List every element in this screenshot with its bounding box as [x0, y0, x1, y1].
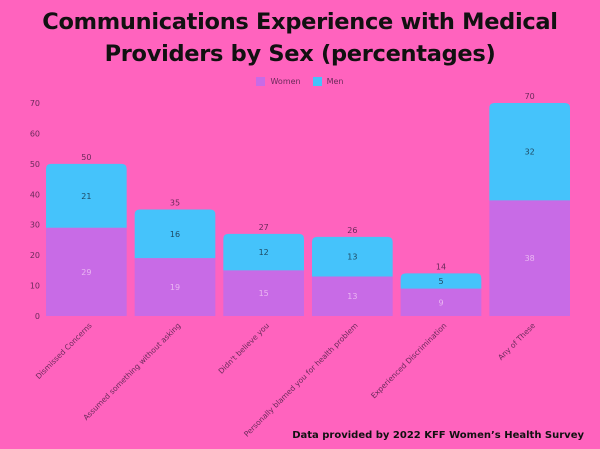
bar-segment-women — [223, 270, 304, 316]
bar-segment-women — [46, 227, 127, 316]
x-category-label: Didn't believe you — [217, 321, 272, 376]
bar-value-label-men: 21 — [81, 192, 91, 201]
chart-title-line-1: Communications Experience with Medical — [42, 9, 558, 35]
bar-segment-women — [400, 288, 482, 316]
y-tick-label: 70 — [30, 99, 40, 108]
bar-total-label: 14 — [436, 262, 446, 271]
chart-title: Communications Experience with Medical P… — [0, 6, 600, 70]
bar-segment-men — [312, 236, 393, 277]
y-tick-label: 20 — [30, 251, 40, 260]
bar-value-label-men: 5 — [438, 277, 443, 286]
bar-total-label: 50 — [81, 153, 91, 162]
legend: Women Men — [0, 77, 600, 86]
bar-value-label-women: 9 — [438, 298, 443, 307]
bar-value-label-women: 19 — [170, 283, 180, 292]
bar-total-label: 26 — [347, 226, 357, 235]
y-tick-label: 50 — [30, 160, 40, 169]
y-tick-label: 40 — [30, 190, 40, 199]
legend-item-women[interactable]: Women — [256, 77, 301, 86]
bar-value-label-women: 15 — [259, 289, 269, 298]
bar-value-label-women: 13 — [347, 292, 357, 301]
x-category-label: Dismissed Concerns — [34, 321, 94, 381]
bar-value-label-men: 16 — [170, 230, 180, 239]
chart-title-line-2: Providers by Sex (percentages) — [104, 41, 496, 67]
bar-segment-women — [134, 258, 216, 316]
bar-value-label-men: 32 — [525, 148, 535, 157]
y-tick-label: 10 — [30, 282, 40, 291]
data-source-footer: Data provided by 2022 KFF Women’s Health… — [292, 430, 584, 441]
bar-value-label-women: 29 — [81, 268, 91, 277]
bar-total-label: 70 — [525, 92, 535, 101]
legend-swatch-women — [256, 77, 266, 86]
y-tick-label: 60 — [30, 129, 40, 138]
y-tick-label: 0 — [35, 312, 40, 321]
legend-label-men: Men — [326, 77, 344, 86]
bar-segment-women — [489, 200, 570, 316]
legend-label-women: Women — [270, 77, 301, 86]
y-tick-label: 30 — [30, 221, 40, 230]
bar-value-label-men: 12 — [259, 248, 269, 257]
bar-segment-men — [400, 273, 482, 289]
x-category-label: Experienced Discrimination — [369, 321, 448, 400]
bar-segment-men — [223, 233, 304, 271]
legend-item-men[interactable]: Men — [312, 77, 344, 86]
bar-value-label-women: 38 — [525, 254, 535, 263]
bar-segment-men — [134, 209, 216, 259]
bar-segment-women — [312, 276, 393, 316]
legend-swatch-men — [312, 77, 322, 86]
bar-total-label: 27 — [259, 223, 269, 232]
x-category-label: Any of These — [496, 321, 537, 362]
bar-segment-men — [489, 103, 570, 201]
x-category-label: Assumed something without asking — [81, 321, 182, 422]
bar-segment-men — [46, 163, 127, 228]
bar-value-label-men: 13 — [347, 253, 357, 262]
bar-total-label: 35 — [170, 199, 180, 208]
